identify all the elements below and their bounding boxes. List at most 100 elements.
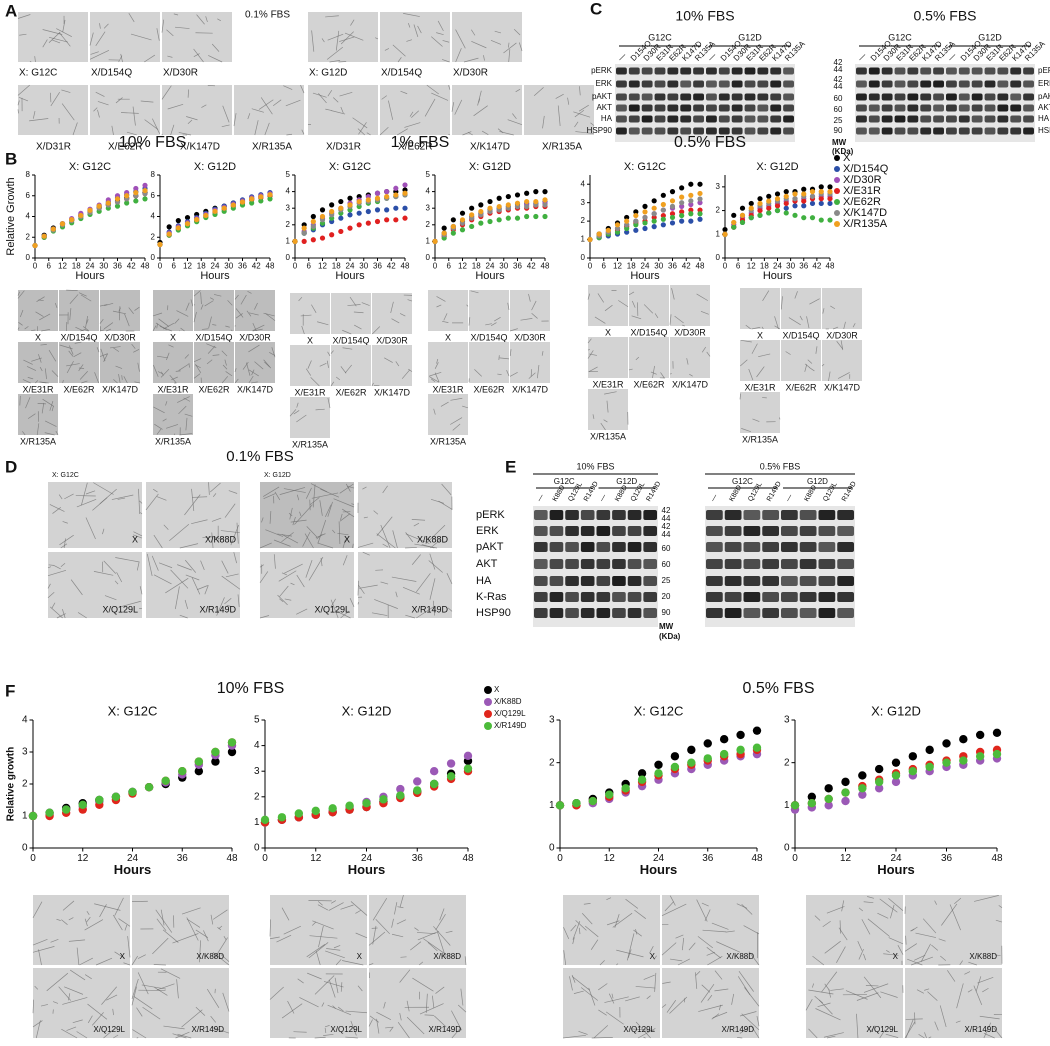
data-point: [841, 788, 850, 797]
cell: [418, 961, 424, 966]
band: [628, 93, 640, 101]
cell: [314, 1036, 326, 1039]
data-point: [801, 191, 807, 197]
cell: [51, 370, 59, 377]
cell: [325, 504, 332, 517]
data-point: [514, 215, 521, 221]
row-label: AKT: [476, 558, 498, 570]
cell: [234, 378, 239, 384]
data-point: [624, 214, 630, 221]
cell: [716, 941, 741, 953]
cell: [152, 312, 163, 317]
cell: [44, 368, 47, 380]
cell: [406, 39, 413, 42]
cell: [263, 486, 280, 497]
cell: [87, 1015, 93, 1024]
image-label: X/E62R: [63, 384, 95, 394]
cell: [804, 364, 808, 372]
cell: [414, 927, 419, 931]
cell: [830, 988, 844, 991]
data-point: [774, 203, 781, 209]
cell: [22, 379, 31, 384]
cell: [578, 927, 581, 935]
data-point: [463, 764, 473, 773]
cell: [616, 963, 619, 966]
x-tick-label: 30: [359, 262, 368, 271]
cell: [954, 897, 962, 905]
cell: [251, 381, 258, 384]
row-label: HSP90: [1038, 126, 1050, 135]
micrograph: [629, 337, 669, 378]
micrograph: [59, 342, 99, 383]
cell: [115, 365, 123, 369]
data-point: [614, 229, 621, 235]
cell: [591, 93, 595, 96]
cell: [40, 343, 47, 346]
cell: [316, 533, 323, 540]
micrograph: [18, 290, 58, 331]
x-tick-label: 18: [627, 262, 636, 271]
cell: [162, 418, 167, 422]
cell: [507, 119, 523, 126]
data-point: [809, 193, 816, 199]
band: [612, 592, 626, 602]
band: [933, 80, 944, 88]
y-tick-label: 2: [286, 220, 291, 229]
cell: [739, 1027, 749, 1034]
cell: [725, 930, 735, 933]
band: [549, 510, 564, 520]
cell: [224, 598, 232, 605]
cell: [64, 986, 84, 995]
band: [984, 104, 996, 112]
cell: [94, 372, 100, 384]
cell: [307, 972, 322, 980]
data-point: [703, 739, 712, 748]
data-point: [783, 193, 789, 199]
cell: [163, 1025, 185, 1030]
cell: [27, 413, 36, 419]
cell: [388, 100, 394, 120]
cell: [309, 935, 338, 939]
cell: [166, 29, 174, 37]
image-label: X/R135A: [542, 142, 582, 153]
cell: [606, 897, 612, 901]
mw-label: 25: [662, 576, 671, 585]
cell: [618, 300, 629, 308]
data-point: [166, 224, 172, 230]
cell: [234, 368, 237, 373]
band: [534, 510, 548, 520]
cell: [17, 84, 30, 96]
micrograph: [380, 12, 450, 62]
cell: [357, 985, 363, 992]
cell: [305, 560, 313, 578]
band: [706, 80, 717, 88]
data-point: [114, 196, 121, 202]
band: [958, 127, 970, 135]
data-point: [133, 185, 139, 192]
cell: [309, 497, 320, 506]
band: [881, 93, 893, 101]
cell: [934, 1021, 939, 1031]
image-label: X/Q129L: [93, 1025, 125, 1034]
cell: [573, 990, 584, 994]
cell: [375, 37, 379, 40]
cell: [249, 312, 259, 316]
cell: [242, 361, 249, 370]
cell: [474, 369, 482, 377]
cell: [863, 901, 874, 904]
row-label: AKT: [1038, 103, 1050, 112]
x-tick-label: 48: [826, 262, 835, 271]
image-label: X/K147D: [180, 142, 220, 153]
cell: [235, 313, 243, 319]
band: [627, 576, 642, 586]
x-tick-label: 36: [668, 262, 677, 271]
cell: [140, 100, 154, 103]
image-label: X/D154Q: [630, 327, 667, 337]
cell: [531, 300, 537, 311]
cell: [185, 302, 190, 311]
cell: [330, 599, 339, 619]
data-point: [524, 203, 530, 210]
band: [680, 67, 692, 75]
data-point: [78, 212, 84, 219]
band: [818, 542, 836, 552]
